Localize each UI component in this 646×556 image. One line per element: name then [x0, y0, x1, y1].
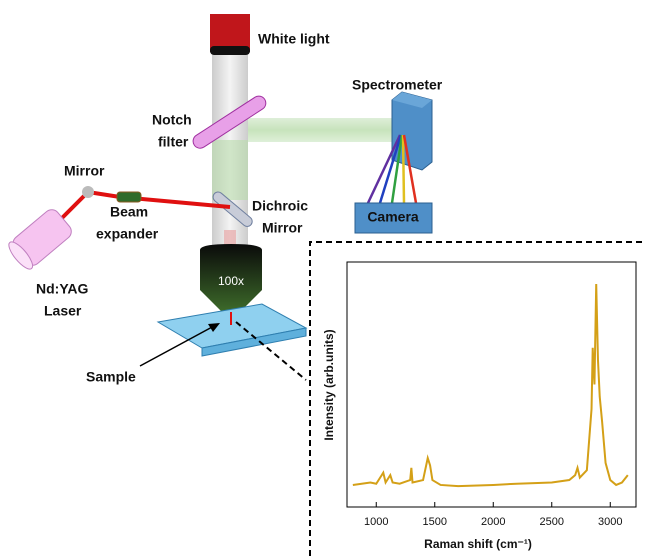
label: Mirror — [262, 220, 303, 236]
label: filter — [158, 134, 189, 150]
label: Laser — [44, 303, 82, 319]
label: expander — [96, 226, 159, 242]
label: Sample — [86, 369, 136, 385]
label: Beam — [110, 204, 148, 220]
spectrum-line — [352, 284, 629, 488]
label: Nd:YAG — [36, 281, 88, 297]
optics — [8, 14, 646, 556]
label: Camera — [367, 209, 419, 225]
plot-frame — [346, 261, 637, 508]
x-axis-label: Raman shift (cm⁻¹) — [424, 537, 532, 551]
label: 100x — [218, 274, 244, 288]
x-tick-label: 2000 — [481, 516, 505, 528]
inset-chart: Raman shift (cm⁻¹) Intensity (arb.units)… — [322, 261, 637, 551]
label: Dichroic — [252, 198, 308, 214]
x-tick-label: 1500 — [423, 516, 447, 528]
x-tick-label: 2500 — [540, 516, 564, 528]
label: Notch — [152, 112, 192, 128]
x-tick-label: 1000 — [364, 516, 388, 528]
label: White light — [258, 31, 330, 47]
label: Mirror — [64, 163, 105, 179]
x-tick-label: 3000 — [598, 516, 622, 528]
label: Spectrometer — [352, 77, 443, 93]
y-axis-label: Intensity (arb.units) — [322, 329, 336, 440]
